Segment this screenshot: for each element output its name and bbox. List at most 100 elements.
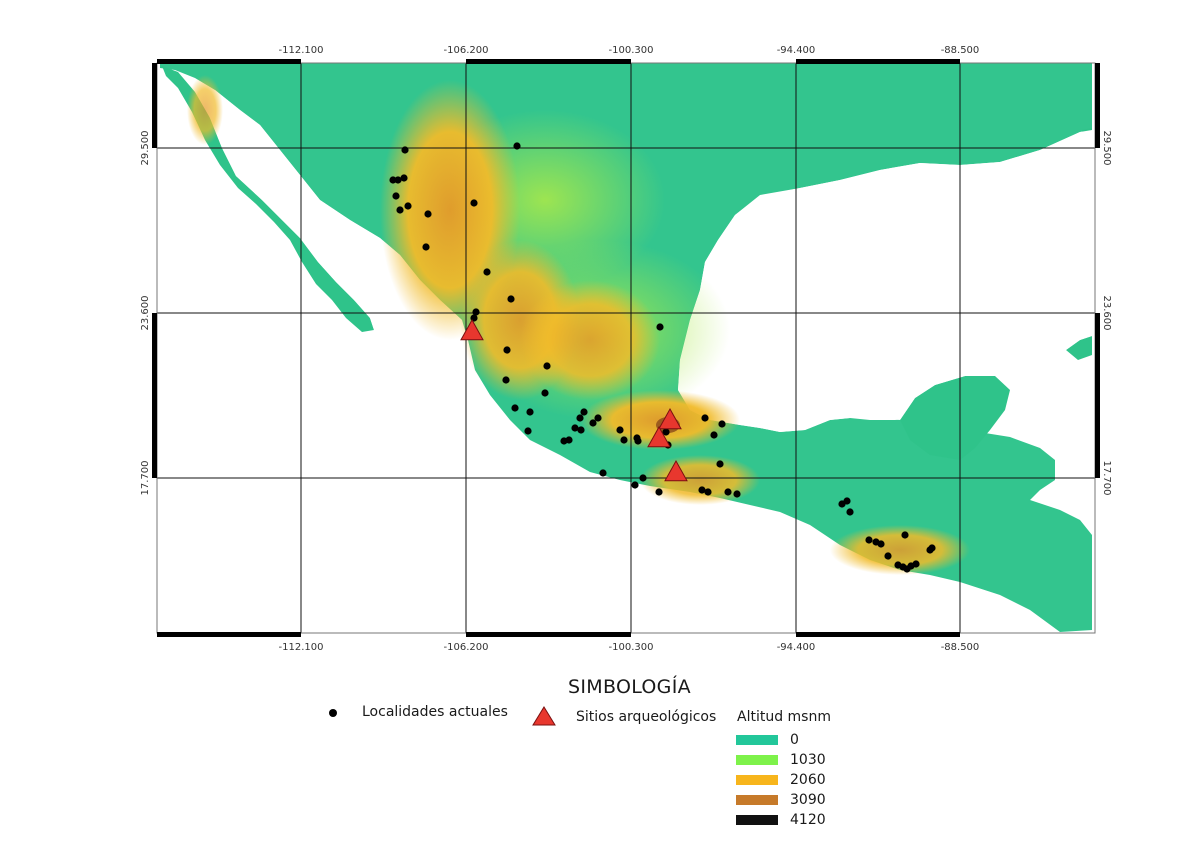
locality-point (394, 176, 402, 184)
tick-bottom-3: -100.300 (609, 642, 654, 653)
archaeological-site-marker (658, 407, 682, 430)
frame-bar-right-1 (1095, 63, 1100, 148)
elev-baja-high (187, 75, 223, 145)
tick-top-4: -94.400 (777, 45, 816, 56)
archaeological-site-marker (647, 425, 671, 448)
site-legend-icon (532, 706, 556, 726)
locality-point (422, 243, 430, 251)
locality-point (704, 488, 712, 496)
locality-point (662, 428, 670, 436)
altitude-swatch (736, 755, 778, 765)
locality-point (701, 414, 709, 422)
locality-point (470, 199, 478, 207)
tick-labels: -112.100 -106.200 -100.300 -94.400 -88.5… (140, 45, 1112, 653)
altitude-class-label: 1030 (790, 752, 826, 768)
locality-point (655, 488, 663, 496)
locality-point (589, 419, 597, 427)
locality-legend-icon (329, 709, 337, 717)
altitude-class-label: 2060 (790, 772, 826, 788)
frame-bar-right-2 (1095, 313, 1100, 478)
frame-bar-top-1 (157, 59, 301, 64)
site-legend-label: Sitios arqueológicos (576, 709, 717, 725)
locality-point (901, 531, 909, 539)
legend-title: SIMBOLOGÍA (568, 676, 691, 698)
land-cuba (1066, 336, 1092, 360)
locality-point (631, 481, 639, 489)
locality-point (404, 202, 412, 210)
locality-point (594, 414, 602, 422)
tick-right-2: 23.600 (1101, 296, 1112, 331)
frame-bar-top-2 (466, 59, 631, 64)
locality-point (571, 424, 579, 432)
locality-point (513, 142, 521, 150)
altitude-class-label: 0 (790, 732, 799, 748)
graticule (157, 63, 1095, 633)
locality-point (733, 490, 741, 498)
tick-left-1: 29.500 (140, 131, 151, 166)
locality-point (576, 414, 584, 422)
tick-top-3: -100.300 (609, 45, 654, 56)
altitude-swatch (736, 735, 778, 745)
altitude-legend-title: Altitud msnm (737, 709, 831, 725)
frame-bar-left-1 (152, 63, 157, 148)
locality-point (560, 437, 568, 445)
frame-bar-bottom-1 (157, 632, 301, 637)
tick-bottom-5: -88.500 (941, 642, 980, 653)
tick-left-3: 17.700 (140, 461, 151, 496)
locality-point (526, 408, 534, 416)
tick-bottom-1: -112.100 (279, 642, 324, 653)
locality-point (724, 488, 732, 496)
locality-point (483, 268, 491, 276)
locality-point (716, 460, 724, 468)
locality-point (634, 437, 642, 445)
locality-point (599, 469, 607, 477)
locality-point (472, 308, 480, 316)
locality-point (912, 560, 920, 568)
archaeological-site-marker (664, 459, 688, 482)
locality-point (543, 362, 551, 370)
locality-point (507, 295, 515, 303)
locality-point (884, 552, 892, 560)
locality-legend-label: Localidades actuales (362, 704, 508, 720)
locality-point (865, 536, 873, 544)
locality-point (580, 408, 588, 416)
locality-point (620, 436, 628, 444)
locality-point (577, 426, 585, 434)
tick-right-1: 29.500 (1101, 131, 1112, 166)
locality-point (838, 500, 846, 508)
tick-right-3: 17.700 (1101, 461, 1112, 496)
elev-sierra-sur (640, 455, 760, 505)
locality-point (401, 146, 409, 154)
elev-chiapas (830, 525, 970, 575)
tick-left-2: 23.600 (140, 296, 151, 331)
locality-point (400, 174, 408, 182)
frame-bar-left-2 (152, 313, 157, 478)
locality-point (511, 404, 519, 412)
locality-point (877, 540, 885, 548)
locality-point (639, 474, 647, 482)
locality-point (698, 486, 706, 494)
locality-point (524, 427, 532, 435)
elevation-layer (187, 75, 970, 575)
elev-plateau (520, 280, 660, 400)
altitude-swatch (736, 815, 778, 825)
locality-point (846, 508, 854, 516)
localities-layer (389, 142, 936, 573)
locality-point (396, 206, 404, 214)
locality-point (928, 544, 936, 552)
frame-bar-bottom-3 (796, 632, 960, 637)
frame-bars (152, 59, 1100, 637)
frame-bar-bottom-2 (466, 632, 631, 637)
tick-top-5: -88.500 (941, 45, 980, 56)
altitude-class-label: 4120 (790, 812, 826, 828)
gulf-of-mexico (678, 130, 1092, 432)
tick-top-1: -112.100 (279, 45, 324, 56)
locality-point (424, 210, 432, 218)
locality-point (392, 192, 400, 200)
locality-point (389, 176, 397, 184)
tick-top-2: -106.200 (444, 45, 489, 56)
locality-point (656, 323, 664, 331)
locality-point (718, 420, 726, 428)
altitude-swatch (736, 775, 778, 785)
locality-point (710, 431, 718, 439)
